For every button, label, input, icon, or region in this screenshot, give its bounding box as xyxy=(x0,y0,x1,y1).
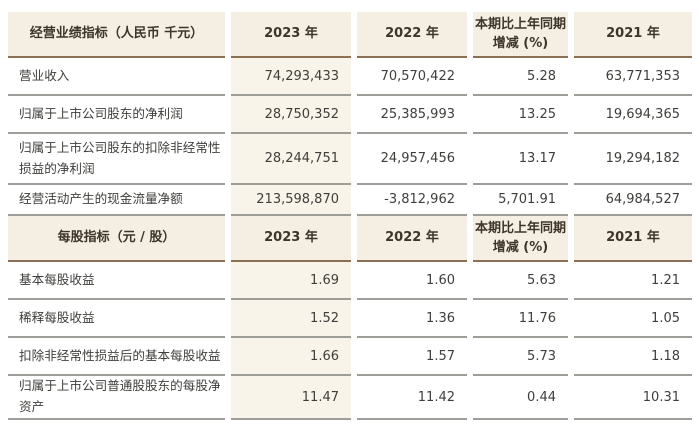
value-2022: 24,957,456 xyxy=(357,134,467,185)
value-2021: 1.05 xyxy=(574,300,692,338)
value-2022: 1.36 xyxy=(357,300,467,338)
value-change-pct: 5.28 xyxy=(473,58,568,96)
value-change-pct: 0.44 xyxy=(473,376,568,420)
value-change-pct: 5,701.91 xyxy=(473,185,568,216)
table-row-operating-cash-flow: 经营活动产生的现金流量净额 213,598,870 -3,812,962 5,7… xyxy=(8,185,692,216)
value-2022: 1.60 xyxy=(357,262,467,300)
table-row-diluted-eps: 稀释每股收益 1.52 1.36 11.76 1.05 xyxy=(8,300,692,338)
value-2021: 1.18 xyxy=(574,338,692,376)
row-label: 基本每股收益 xyxy=(8,262,225,300)
value-2022: 70,570,422 xyxy=(357,58,467,96)
column-header-2022: 2022 年 xyxy=(357,12,467,58)
value-2021: 1.21 xyxy=(574,262,692,300)
value-2023: 213,598,870 xyxy=(231,185,351,216)
column-header-change-pct: 本期比上年同期增减 (%) xyxy=(473,216,568,262)
value-2022: 11.42 xyxy=(357,376,467,420)
value-change-pct: 5.63 xyxy=(473,262,568,300)
value-2023: 1.66 xyxy=(231,338,351,376)
value-2023: 28,244,751 xyxy=(231,134,351,185)
value-2023: 1.69 xyxy=(231,262,351,300)
table-row-basic-eps-excl-nonrecurring: 扣除非经常性损益后的基本每股收益 1.66 1.57 5.73 1.18 xyxy=(8,338,692,376)
column-header-change-pct: 本期比上年同期增减 (%) xyxy=(473,12,568,58)
table-row-revenue: 营业收入 74,293,433 70,570,422 5.28 63,771,3… xyxy=(8,58,692,96)
section-header-row-per-share: 每股指标（元 / 股） 2023 年 2022 年 本期比上年同期增减 (%) … xyxy=(8,216,692,262)
row-label: 扣除非经常性损益后的基本每股收益 xyxy=(8,338,225,376)
value-2023: 28,750,352 xyxy=(231,96,351,134)
value-change-pct: 13.17 xyxy=(473,134,568,185)
row-label: 营业收入 xyxy=(8,58,225,96)
section-title-per-share: 每股指标（元 / 股） xyxy=(8,216,225,262)
value-2022: -3,812,962 xyxy=(357,185,467,216)
section-header-row-operating: 经营业绩指标（人民币 千元） 2023 年 2022 年 本期比上年同期增减 (… xyxy=(8,12,692,58)
value-2021: 63,771,353 xyxy=(574,58,692,96)
column-header-2021: 2021 年 xyxy=(574,12,692,58)
financial-indicators-table: 经营业绩指标（人民币 千元） 2023 年 2022 年 本期比上年同期增减 (… xyxy=(8,12,692,420)
value-2021: 19,694,365 xyxy=(574,96,692,134)
value-2021: 19,294,182 xyxy=(574,134,692,185)
value-2023: 1.52 xyxy=(231,300,351,338)
value-change-pct: 13.25 xyxy=(473,96,568,134)
row-label: 稀释每股收益 xyxy=(8,300,225,338)
row-label: 经营活动产生的现金流量净额 xyxy=(8,185,225,216)
value-2021: 64,984,527 xyxy=(574,185,692,216)
column-header-2022: 2022 年 xyxy=(357,216,467,262)
value-2021: 10.31 xyxy=(574,376,692,420)
row-label: 归属于上市公司股东的扣除非经常性损益的净利润 xyxy=(8,134,225,185)
table-row-net-profit: 归属于上市公司股东的净利润 28,750,352 25,385,993 13.2… xyxy=(8,96,692,134)
table-row-net-asset-per-share: 归属于上市公司普通股股东的每股净资产 11.47 11.42 0.44 10.3… xyxy=(8,376,692,420)
column-header-2023: 2023 年 xyxy=(231,12,351,58)
value-change-pct: 5.73 xyxy=(473,338,568,376)
value-2022: 1.57 xyxy=(357,338,467,376)
column-header-2021: 2021 年 xyxy=(574,216,692,262)
table-row-basic-eps: 基本每股收益 1.69 1.60 5.63 1.21 xyxy=(8,262,692,300)
column-header-2023: 2023 年 xyxy=(231,216,351,262)
value-change-pct: 11.76 xyxy=(473,300,568,338)
table-row-net-profit-excl-nonrecurring: 归属于上市公司股东的扣除非经常性损益的净利润 28,244,751 24,957… xyxy=(8,134,692,185)
row-label: 归属于上市公司股东的净利润 xyxy=(8,96,225,134)
row-label: 归属于上市公司普通股股东的每股净资产 xyxy=(8,376,225,420)
value-2023: 11.47 xyxy=(231,376,351,420)
value-2022: 25,385,993 xyxy=(357,96,467,134)
value-2023: 74,293,433 xyxy=(231,58,351,96)
section-title-operating: 经营业绩指标（人民币 千元） xyxy=(8,12,225,58)
